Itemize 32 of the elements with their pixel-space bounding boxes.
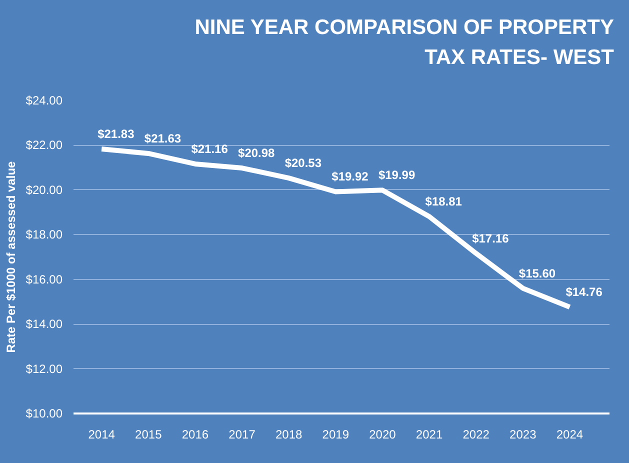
data-label: $21.83 (98, 127, 135, 142)
y-tick-label: $22.00 (26, 138, 63, 152)
y-tick-label: $24.00 (26, 94, 63, 108)
x-tick-label: 2016 (182, 428, 209, 442)
data-label: $20.98 (238, 146, 276, 160)
y-axis-title: Rate Per $1000 of assessed value (4, 160, 18, 353)
x-tick-label: 2020 (369, 428, 396, 442)
x-tick-label: 2022 (462, 428, 490, 442)
data-label: $19.99 (378, 168, 416, 182)
data-label: $21.63 (144, 131, 182, 146)
y-tick-label: $18.00 (26, 228, 63, 242)
x-tick-label: 2019 (322, 428, 350, 442)
data-label: $17.16 (472, 231, 510, 246)
data-label: $20.53 (284, 156, 322, 170)
y-tick-label: $20.00 (26, 182, 63, 197)
y-tick-label: $16.00 (26, 272, 63, 286)
y-tick-label: $12.00 (26, 362, 63, 376)
x-tick-label: 2017 (228, 428, 256, 442)
chart-title: NINE YEAR COMPARISON OF PROPERTY TAX RATES- WEST (194, 15, 614, 71)
data-label: $15.60 (518, 266, 556, 280)
y-tick-label: $10.00 (26, 406, 63, 420)
x-tick-label: 2021 (416, 428, 443, 442)
x-tick-label: 2014 (88, 428, 116, 442)
data-label: $21.16 (191, 142, 228, 156)
data-label: $14.76 (566, 285, 603, 300)
x-tick-label: 2023 (510, 428, 537, 442)
data-label: $18.81 (425, 194, 462, 209)
y-tick-label: $14.00 (26, 317, 63, 332)
x-tick-label: 2015 (135, 428, 162, 442)
x-tick-label: 2024 (556, 428, 584, 442)
x-tick-label: 2018 (275, 428, 303, 442)
data-label: $19.92 (332, 170, 369, 184)
